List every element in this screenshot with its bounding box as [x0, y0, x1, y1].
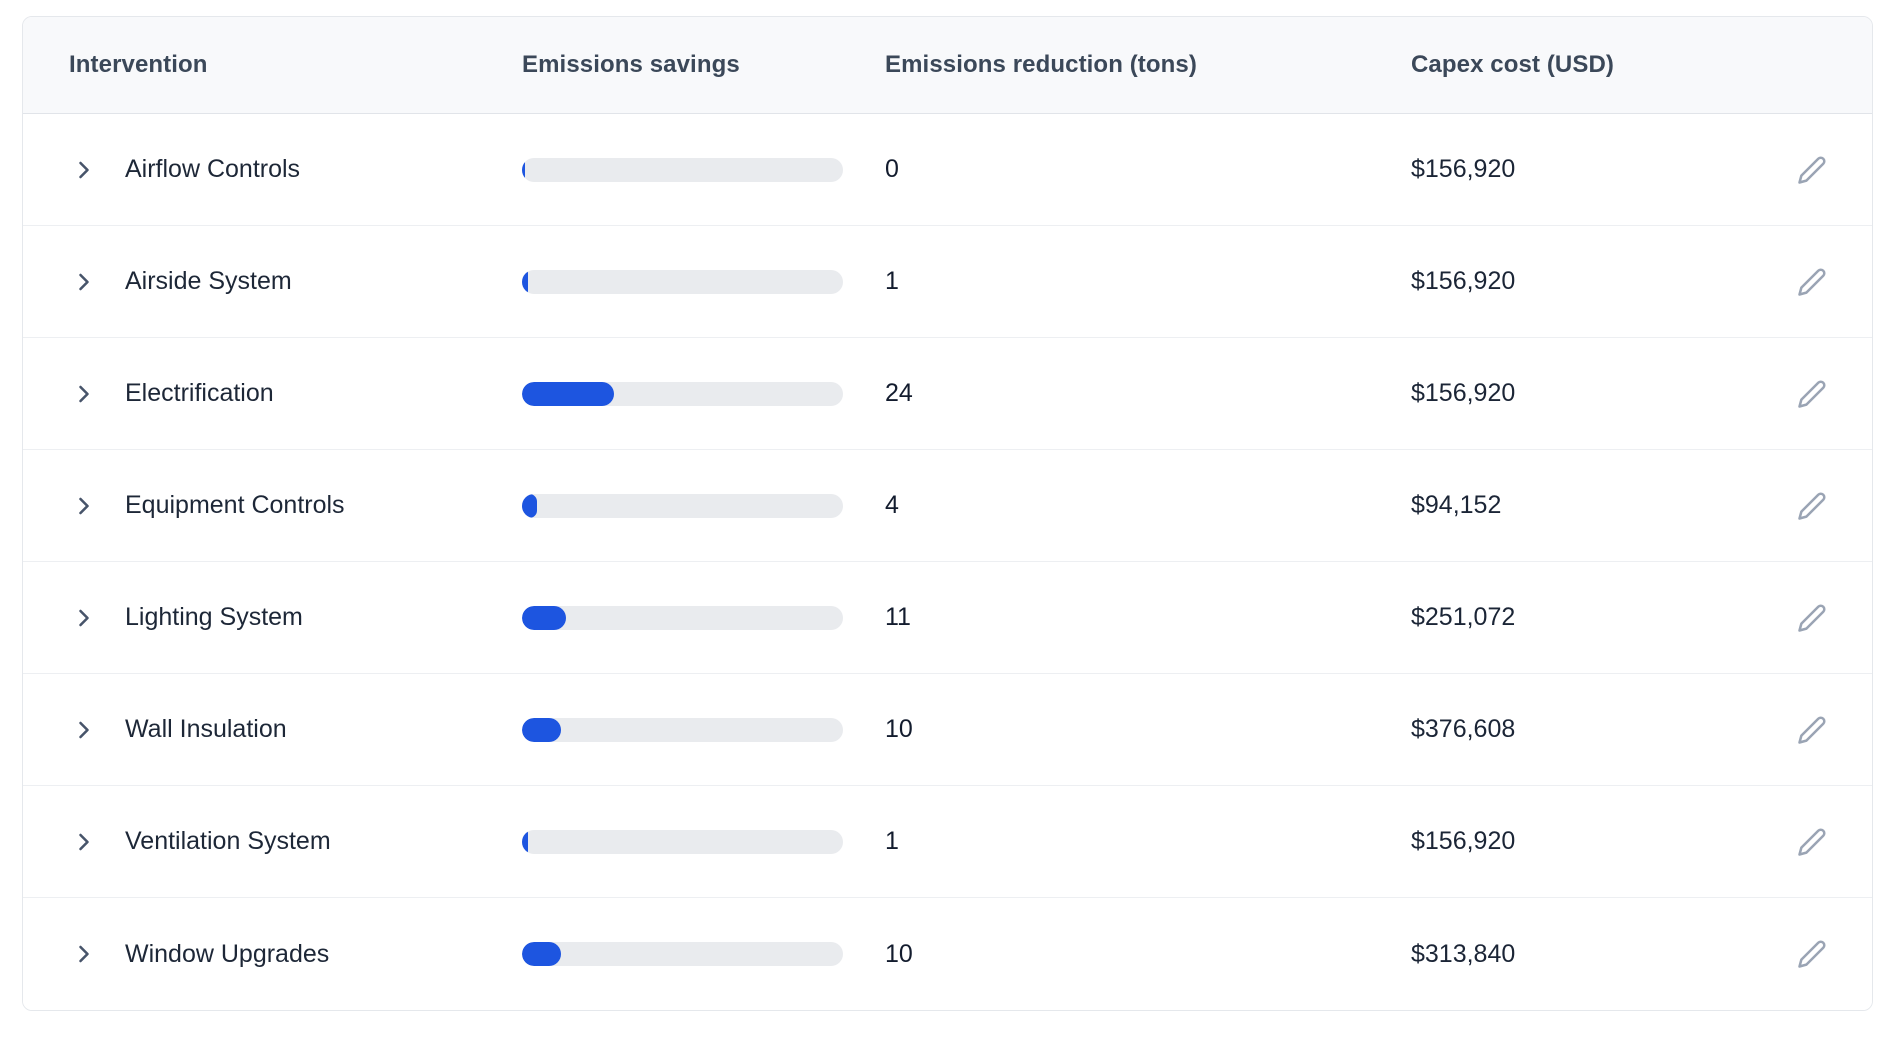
column-header-emissions-reduction: Emissions reduction (tons) — [885, 51, 1197, 78]
emissions-savings-bar-fill — [522, 717, 562, 742]
emissions-savings-bar-fill — [522, 942, 561, 966]
capex-cost-value: $156,920 — [1411, 379, 1516, 407]
capex-cost-value: $156,920 — [1411, 267, 1516, 295]
emissions-savings-bar-track — [522, 381, 843, 406]
capex-cost-value: $313,840 — [1411, 939, 1516, 968]
emissions-reduction-value: 0 — [885, 155, 899, 183]
emissions-savings-bar-track — [522, 717, 843, 742]
pencil-edit-icon[interactable] — [1795, 265, 1829, 299]
capex-cost-value: $94,152 — [1411, 491, 1502, 519]
pencil-edit-icon[interactable] — [1795, 377, 1829, 411]
table-row: Lighting System 11 $251,072 — [23, 562, 1872, 674]
emissions-reduction-value: 11 — [885, 603, 911, 631]
table-row: Wall Insulation 10 $376,608 — [23, 674, 1872, 786]
emissions-reduction-value: 4 — [885, 491, 899, 519]
emissions-savings-bar-fill — [522, 157, 526, 182]
pencil-edit-icon[interactable] — [1795, 153, 1829, 187]
pencil-edit-icon[interactable] — [1795, 825, 1829, 859]
column-header-capex-cost: Capex cost (USD) — [1411, 51, 1614, 78]
intervention-name: Equipment Controls — [125, 491, 345, 519]
capex-cost-value: $376,608 — [1411, 715, 1516, 743]
column-header-emissions-savings: Emissions savings — [522, 51, 740, 78]
intervention-name: Window Upgrades — [125, 939, 330, 968]
chevron-right-icon[interactable] — [69, 379, 99, 409]
capex-cost-value: $156,920 — [1411, 827, 1516, 855]
intervention-name: Airflow Controls — [125, 155, 301, 183]
capex-cost-value: $251,072 — [1411, 603, 1516, 631]
emissions-reduction-value: 10 — [885, 939, 913, 968]
intervention-name: Wall Insulation — [125, 715, 287, 743]
emissions-savings-bar-track — [522, 829, 843, 854]
intervention-name: Lighting System — [125, 603, 303, 631]
table-body: Airflow Controls 0 $156,920 Airside Syst… — [23, 114, 1872, 1010]
intervention-name: Ventilation System — [125, 827, 331, 855]
chevron-right-icon[interactable] — [69, 491, 99, 521]
table-row: Airflow Controls 0 $156,920 — [23, 114, 1872, 226]
pencil-edit-icon[interactable] — [1795, 489, 1829, 523]
interventions-table: Intervention Emissions savings Emissions… — [22, 16, 1873, 1011]
emissions-reduction-value: 1 — [885, 827, 899, 855]
pencil-edit-icon[interactable] — [1795, 713, 1829, 747]
emissions-reduction-value: 24 — [885, 379, 913, 407]
chevron-right-icon[interactable] — [69, 267, 99, 297]
emissions-savings-bar-track — [522, 942, 843, 966]
capex-cost-value: $156,920 — [1411, 155, 1516, 183]
intervention-name: Electrification — [125, 379, 274, 407]
intervention-name: Airside System — [125, 267, 292, 295]
emissions-savings-bar-track — [522, 269, 843, 294]
chevron-right-icon[interactable] — [69, 715, 99, 745]
chevron-right-icon[interactable] — [69, 939, 99, 969]
emissions-savings-bar-track — [522, 493, 843, 518]
emissions-savings-bar-fill — [522, 381, 615, 406]
emissions-savings-bar-fill — [522, 829, 528, 854]
table-row: Window Upgrades 10 $313,840 — [23, 898, 1872, 1010]
column-header-intervention: Intervention — [69, 51, 208, 78]
emissions-reduction-value: 1 — [885, 267, 899, 295]
chevron-right-icon[interactable] — [69, 603, 99, 633]
table-row: Equipment Controls 4 $94,152 — [23, 450, 1872, 562]
table-row: Ventilation System 1 $156,920 — [23, 786, 1872, 898]
emissions-savings-bar-track — [522, 605, 843, 630]
pencil-edit-icon[interactable] — [1795, 601, 1829, 635]
pencil-edit-icon[interactable] — [1795, 937, 1829, 971]
emissions-savings-bar-track — [522, 157, 843, 182]
emissions-savings-bar-fill — [522, 493, 538, 518]
chevron-right-icon[interactable] — [69, 155, 99, 185]
emissions-savings-bar-fill — [522, 605, 566, 630]
table-row: Airside System 1 $156,920 — [23, 226, 1872, 338]
table-header-row: Intervention Emissions savings Emissions… — [23, 17, 1872, 114]
table-row: Electrification 24 $156,920 — [23, 338, 1872, 450]
emissions-reduction-value: 10 — [885, 715, 913, 743]
chevron-right-icon[interactable] — [69, 827, 99, 857]
emissions-savings-bar-fill — [522, 269, 528, 294]
